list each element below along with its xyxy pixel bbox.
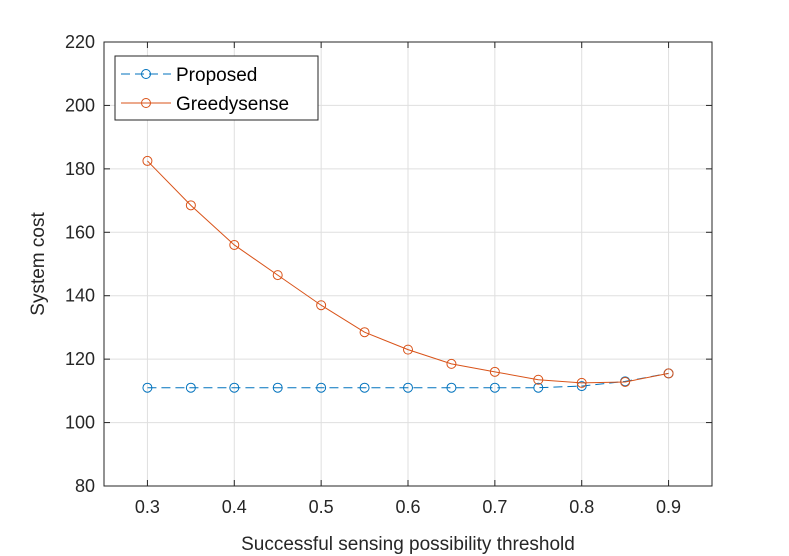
data-point-proposed	[229, 382, 240, 393]
data-point-proposed	[533, 382, 544, 393]
legend: Proposed Greedysense	[114, 55, 319, 121]
x-tick-label: 0.3	[135, 497, 160, 517]
legend-marker-proposed	[141, 69, 151, 79]
data-point-greedysense	[533, 374, 544, 385]
data-point-greedysense	[142, 155, 153, 166]
data-point-greedysense	[663, 368, 674, 379]
data-point-greedysense	[576, 377, 587, 388]
data-point-proposed	[142, 382, 153, 393]
data-point-greedysense	[446, 358, 457, 369]
data-point-greedysense	[403, 344, 413, 355]
x-tick-label: 0.9	[656, 497, 681, 517]
data-point-proposed	[489, 382, 500, 393]
data-point-greedysense	[359, 327, 370, 338]
data-point-proposed	[185, 382, 196, 393]
x-axis-label: Successful sensing possibility threshold	[241, 534, 575, 555]
x-tick-label: 0.4	[222, 497, 247, 517]
data-point-proposed	[272, 382, 283, 393]
legend-marker-greedysense	[141, 98, 151, 108]
legend-label-proposed: Proposed	[176, 65, 257, 86]
y-tick-label: 100	[65, 413, 95, 433]
data-point-greedysense	[316, 300, 327, 311]
y-tick-label: 160	[65, 222, 95, 242]
data-point-greedysense	[229, 239, 240, 250]
x-tick-label: 0.8	[569, 497, 594, 517]
data-point-proposed	[446, 382, 457, 393]
y-tick-label: 200	[65, 95, 95, 115]
data-point-greedysense	[272, 270, 283, 281]
data-point-greedysense	[489, 366, 500, 377]
legend-label-greedysense: Greedysense	[176, 94, 289, 115]
series-group	[142, 155, 674, 393]
x-tick-label: 0.7	[482, 497, 507, 517]
y-tick-label: 120	[65, 349, 95, 369]
data-point-proposed	[316, 382, 327, 393]
y-tick-label: 220	[65, 32, 95, 52]
y-tick-label: 180	[65, 159, 95, 179]
data-point-proposed	[403, 382, 413, 393]
x-tick-label: 0.5	[309, 497, 334, 517]
y-tick-label: 140	[65, 286, 95, 306]
ticks: 0.3 0.4 0.5 0.6 0.7 0.8 0.9 80 100 120 140 160 180 20…	[65, 32, 712, 517]
y-axis-label: System cost	[28, 212, 49, 316]
x-tick-label: 0.6	[395, 497, 420, 517]
series-line-greedysense	[147, 160, 669, 384]
data-point-proposed	[576, 381, 587, 392]
y-tick-label: 80	[75, 476, 95, 496]
series-line-proposed	[147, 372, 669, 389]
data-point-greedysense	[185, 200, 196, 211]
data-point-proposed	[359, 382, 370, 393]
data-point-greedysense	[620, 376, 631, 387]
legend-box	[114, 55, 319, 121]
